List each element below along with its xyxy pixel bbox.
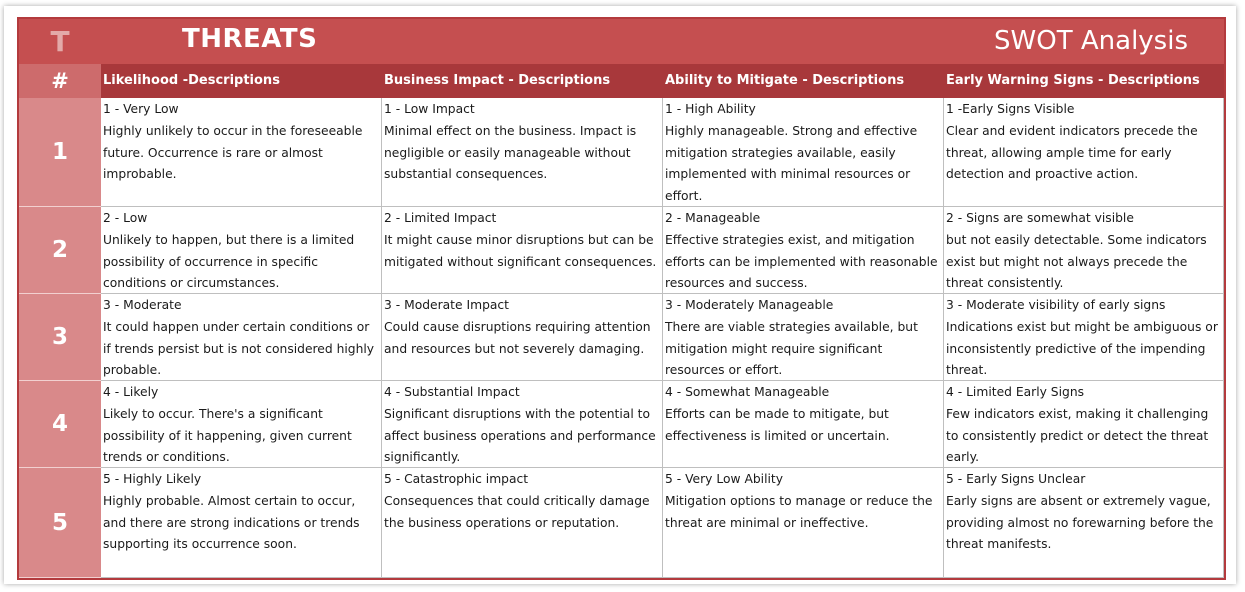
cell-level: 3 - Moderate visibility of early signs xyxy=(946,298,1166,312)
sheet-frame: T THREATS SWOT Analysis # Likelihood -De… xyxy=(4,6,1236,584)
cell-description: Early signs are absent or extremely vagu… xyxy=(946,493,1214,552)
table-cell: 2 - Manageable Effective strategies exis… xyxy=(663,207,944,294)
cell-level: 4 - Substantial Impact xyxy=(384,385,520,399)
cell-level: 4 - Limited Early Signs xyxy=(946,385,1085,399)
cell-description: Efforts can be made to mitigate, but eff… xyxy=(665,406,890,443)
cell-level: 4 - Somewhat Manageable xyxy=(665,385,830,399)
page-title: THREATS xyxy=(182,24,318,54)
table-cell: 5 - Early Signs Unclear Early signs are … xyxy=(944,468,1224,578)
row-number: 1 xyxy=(19,98,101,207)
cell-level: 2 - Limited Impact xyxy=(384,211,497,225)
row-number: 2 xyxy=(19,207,101,294)
threats-sheet: T THREATS SWOT Analysis # Likelihood -De… xyxy=(17,17,1226,580)
table-cell: 3 - Moderate It could happen under certa… xyxy=(101,294,382,381)
cell-description: Indications exist but might be ambiguous… xyxy=(946,319,1218,378)
table-cell: 3 - Moderately Manageable There are viab… xyxy=(663,294,944,381)
cell-description: Minimal effect on the business. Impact i… xyxy=(384,123,637,182)
cell-level: 5 - Highly Likely xyxy=(103,472,202,486)
table-cell: 4 - Limited Early Signs Few indicators e… xyxy=(944,381,1224,468)
table-cell: 2 - Low Unlikely to happen, but there is… xyxy=(101,207,382,294)
cell-description: Unlikely to happen, but there is a limit… xyxy=(103,232,355,291)
cell-description: Highly manageable. Strong and effective … xyxy=(665,123,918,204)
row-number: 3 xyxy=(19,294,101,381)
section-letter: T xyxy=(50,25,70,58)
cell-level: 2 - Manageable xyxy=(665,211,761,225)
table-cell: 3 - Moderate visibility of early signs I… xyxy=(944,294,1224,381)
cell-description: Likely to occur. There's a significant p… xyxy=(103,406,352,465)
title-bar: T THREATS SWOT Analysis xyxy=(19,19,1224,64)
row-number: 4 xyxy=(19,381,101,468)
number-column-header: # xyxy=(19,64,101,98)
column-header-likelihood: Likelihood -Descriptions xyxy=(103,73,280,88)
cell-level: 5 - Catastrophic impact xyxy=(384,472,529,486)
cell-description: Mitigation options to manage or reduce t… xyxy=(665,493,933,530)
cell-level: 4 - Likely xyxy=(103,385,159,399)
cell-description: It might cause minor disruptions but can… xyxy=(384,232,657,269)
cell-description: but not easily detectable. Some indicato… xyxy=(946,232,1207,291)
table-cell: 5 - Highly Likely Highly probable. Almos… xyxy=(101,468,382,578)
cell-description: Highly unlikely to occur in the foreseea… xyxy=(103,123,363,182)
cell-level: 1 - Low Impact xyxy=(384,102,475,116)
table-cell: 2 - Signs are somewhat visible but not e… xyxy=(944,207,1224,294)
table-cell: 4 - Somewhat Manageable Efforts can be m… xyxy=(663,381,944,468)
table-cell: 4 - Likely Likely to occur. There's a si… xyxy=(101,381,382,468)
cell-level: 3 - Moderate Impact xyxy=(384,298,509,312)
cell-description: Effective strategies exist, and mitigati… xyxy=(665,232,938,291)
table-cell: 1 - Very Low Highly unlikely to occur in… xyxy=(101,98,382,207)
table-cell: 1 - High Ability Highly manageable. Stro… xyxy=(663,98,944,207)
cell-level: 5 - Very Low Ability xyxy=(665,472,784,486)
cell-description: Could cause disruptions requiring attent… xyxy=(384,319,651,356)
cell-description: Highly probable. Almost certain to occur… xyxy=(103,493,360,552)
cell-level: 5 - Early Signs Unclear xyxy=(946,472,1086,486)
cell-level: 1 - Very Low xyxy=(103,102,179,116)
cell-level: 2 - Low xyxy=(103,211,148,225)
table-cell: 1 -Early Signs Visible Clear and evident… xyxy=(944,98,1224,207)
table-cell: 5 - Very Low Ability Mitigation options … xyxy=(663,468,944,578)
table-cell: 5 - Catastrophic impact Consequences tha… xyxy=(382,468,663,578)
cell-level: 1 -Early Signs Visible xyxy=(946,102,1075,116)
cell-level: 3 - Moderate xyxy=(103,298,182,312)
table-cell: 4 - Substantial Impact Significant disru… xyxy=(382,381,663,468)
cell-description: Significant disruptions with the potenti… xyxy=(384,406,656,465)
cell-level: 3 - Moderately Manageable xyxy=(665,298,834,312)
table-header-row xyxy=(19,64,1224,98)
cell-level: 1 - High Ability xyxy=(665,102,756,116)
cell-description: Few indicators exist, making it challeng… xyxy=(946,406,1209,465)
row-number: 5 xyxy=(19,468,101,578)
cell-description: Clear and evident indicators precede the… xyxy=(946,123,1198,182)
table-cell: 2 - Limited Impact It might cause minor … xyxy=(382,207,663,294)
column-header-business-impact: Business Impact - Descriptions xyxy=(384,73,611,88)
cell-description: Consequences that could critically damag… xyxy=(384,493,650,530)
cell-description: It could happen under certain conditions… xyxy=(103,319,375,378)
table-cell: 3 - Moderate Impact Could cause disrupti… xyxy=(382,294,663,381)
cell-level: 2 - Signs are somewhat visible xyxy=(946,211,1134,225)
cell-description: There are viable strategies available, b… xyxy=(665,319,918,378)
column-header-early-warning-signs: Early Warning Signs - Descriptions xyxy=(946,73,1200,88)
column-header-ability-to-mitigate: Ability to Mitigate - Descriptions xyxy=(665,73,905,88)
page-subtitle: SWOT Analysis xyxy=(994,26,1188,56)
table-cell: 1 - Low Impact Minimal effect on the bus… xyxy=(382,98,663,207)
